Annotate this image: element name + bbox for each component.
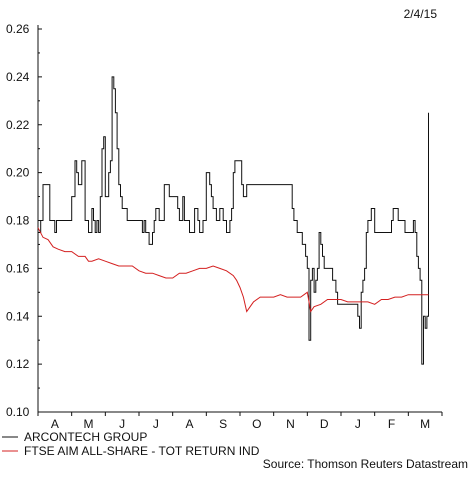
x-tick-label: O <box>252 417 261 431</box>
x-tick-label: M <box>84 417 94 431</box>
date-label: 2/4/15 <box>404 7 438 21</box>
x-tick-label: M <box>420 417 430 431</box>
x-tick-label: J <box>153 417 159 431</box>
axes: 0.26 0.24 0.22 0.20 0.18 0.16 0.14 0.12 0.10 A M J J… <box>6 22 443 431</box>
x-tick-label: N <box>286 417 295 431</box>
y-tick-label: 0.20 <box>6 166 30 180</box>
y-tick-label: 0.10 <box>6 405 30 419</box>
y-tick-label: 0.22 <box>6 118 30 132</box>
y-tick-label: 0.14 <box>6 309 30 323</box>
source-label: Source: Thomson Reuters Datastream <box>263 457 468 471</box>
y-tick-label: 0.18 <box>6 214 30 228</box>
y-tick-label: 0.26 <box>6 22 30 36</box>
x-tick-label: J <box>355 417 361 431</box>
y-tick-label: 0.16 <box>6 261 30 275</box>
x-tick-label: F <box>388 417 395 431</box>
x-tick-label: A <box>51 417 59 431</box>
y-tick-label: 0.24 <box>6 70 30 84</box>
y-tick-label: 0.12 <box>6 357 30 371</box>
x-tick-label: S <box>219 417 227 431</box>
x-tick-label: D <box>320 417 329 431</box>
series-line-1 <box>38 76 429 365</box>
x-tick-label: J <box>119 417 125 431</box>
x-tick-label: A <box>185 417 193 431</box>
series-layer <box>37 76 429 365</box>
legend-label-2: FTSE AIM ALL-SHARE - TOT RETURN IND <box>24 444 260 458</box>
series-line-2 <box>37 227 429 313</box>
legend-label-1: ARCONTECH GROUP <box>24 430 147 444</box>
